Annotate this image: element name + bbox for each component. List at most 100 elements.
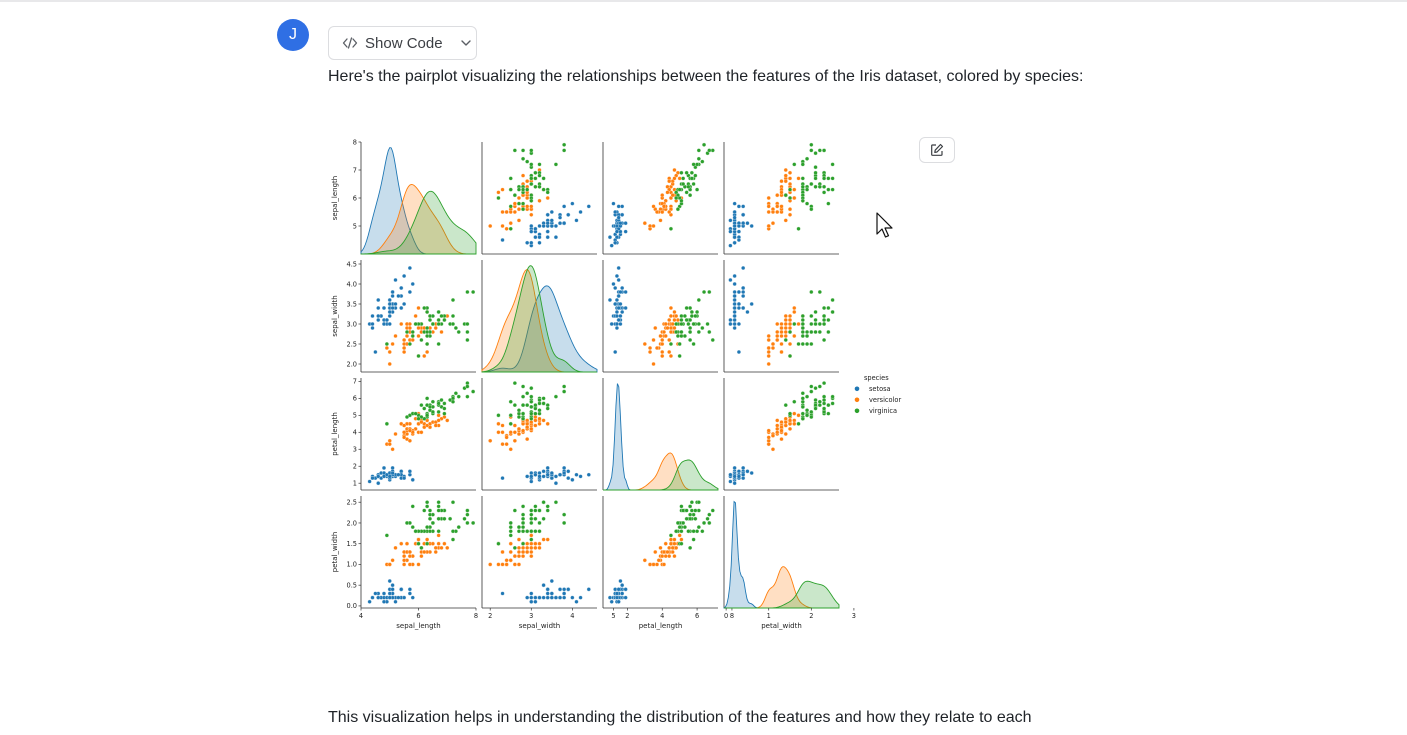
point-versicolor: [399, 541, 404, 546]
point-virginica: [702, 289, 707, 295]
point-virginica: [525, 391, 530, 396]
point-versicolor: [651, 562, 656, 567]
point-virginica: [688, 504, 693, 509]
point-virginica: [496, 541, 501, 546]
point-virginica: [830, 401, 835, 406]
point-virginica: [813, 321, 818, 327]
point-setosa: [553, 223, 558, 229]
point-virginica: [537, 401, 542, 406]
point-versicolor: [529, 204, 534, 209]
point-setosa: [614, 313, 619, 319]
point-versicolor: [525, 545, 530, 550]
point-setosa: [741, 265, 746, 271]
point-virginica: [525, 159, 530, 164]
point-virginica: [809, 414, 814, 420]
point-virginica: [809, 341, 814, 347]
point-versicolor: [399, 321, 404, 327]
point-versicolor: [651, 361, 656, 367]
point-versicolor: [533, 418, 538, 423]
point-virginica: [533, 504, 538, 509]
point-versicolor: [775, 193, 780, 198]
point-setosa: [545, 221, 550, 226]
point-setosa: [736, 474, 741, 479]
point-versicolor: [775, 337, 780, 343]
point-virginica: [533, 508, 538, 513]
point-versicolor: [770, 341, 776, 347]
point-setosa: [370, 595, 375, 600]
point-virginica: [419, 545, 424, 550]
point-virginica: [450, 399, 456, 404]
point-virginica: [822, 184, 827, 189]
point-virginica: [826, 411, 831, 416]
point-virginica: [442, 516, 447, 521]
point-virginica: [809, 329, 814, 335]
point-setosa: [533, 595, 538, 600]
y-axis-label-petal-width: petal_width: [331, 532, 339, 573]
point-virginica: [693, 313, 698, 319]
x-tick-label-sepal-width: 2: [488, 612, 492, 620]
point-setosa: [745, 309, 750, 315]
point-setosa: [618, 578, 623, 584]
point-virginica: [465, 337, 470, 343]
point-setosa: [623, 587, 628, 592]
point-virginica: [541, 176, 546, 181]
point-setosa: [728, 317, 733, 323]
point-versicolor: [508, 430, 513, 435]
point-setosa: [614, 595, 619, 600]
point-virginica: [537, 398, 542, 403]
y-tick-label-petal-length: 3: [353, 446, 357, 454]
point-virginica: [436, 529, 441, 534]
point-setosa: [393, 277, 398, 283]
point-virginica: [430, 409, 435, 414]
point-setosa: [381, 474, 387, 479]
point-virginica: [691, 341, 696, 347]
y-axis-label-petal-length: petal_length: [331, 412, 339, 456]
point-virginica: [682, 313, 687, 319]
point-versicolor: [529, 545, 534, 550]
point-versicolor: [402, 562, 407, 567]
point-virginica: [456, 394, 461, 399]
point-virginica: [822, 406, 827, 411]
x-tick-label-sepal-width: 3: [529, 612, 533, 620]
y-tick-label-sepal-length: 7: [353, 166, 357, 174]
point-virginica: [529, 512, 534, 517]
point-versicolor: [766, 361, 771, 367]
point-virginica: [427, 516, 433, 521]
point-versicolor: [775, 333, 780, 339]
point-virginica: [425, 504, 430, 509]
point-setosa: [616, 599, 621, 604]
y-tick-label-sepal-width: 2.5: [347, 340, 358, 348]
point-versicolor: [766, 209, 771, 215]
point-versicolor: [430, 541, 435, 546]
point-versicolor: [384, 345, 389, 351]
show-code-button[interactable]: Show Code: [328, 26, 477, 60]
edit-image-button[interactable]: [919, 137, 955, 163]
point-virginica: [822, 401, 827, 406]
point-virginica: [800, 325, 805, 331]
point-virginica: [465, 321, 470, 327]
point-virginica: [425, 525, 430, 530]
point-virginica: [792, 162, 797, 167]
point-virginica: [696, 500, 701, 505]
point-setosa: [396, 293, 401, 299]
point-versicolor: [488, 223, 493, 229]
point-virginica: [533, 529, 538, 534]
point-setosa: [570, 201, 575, 206]
point-setosa: [500, 591, 505, 596]
point-setosa: [732, 215, 737, 220]
point-versicolor: [660, 353, 665, 359]
point-virginica: [700, 159, 705, 164]
point-versicolor: [663, 321, 668, 327]
point-versicolor: [775, 418, 780, 423]
point-setosa: [387, 297, 392, 303]
point-setosa: [387, 321, 392, 327]
point-virginica: [796, 341, 801, 347]
point-virginica: [537, 411, 542, 416]
point-setosa: [732, 240, 737, 245]
point-setosa: [736, 289, 741, 295]
point-setosa: [410, 281, 415, 287]
point-virginica: [705, 516, 710, 521]
point-virginica: [817, 184, 822, 189]
point-versicolor: [436, 533, 441, 538]
point-virginica: [427, 508, 433, 513]
